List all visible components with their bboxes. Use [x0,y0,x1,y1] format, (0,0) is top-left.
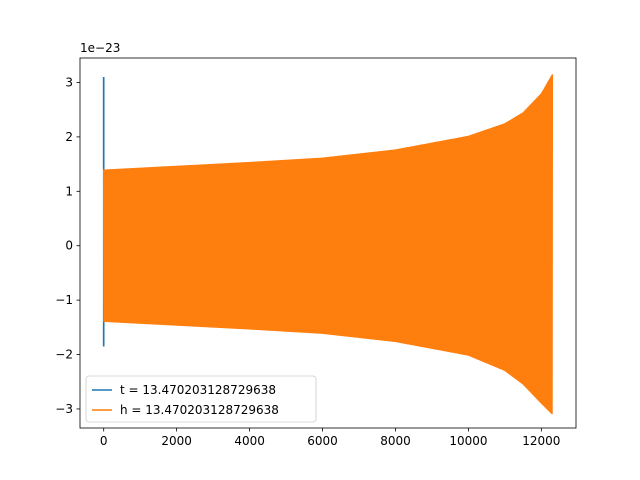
y-tick-label: 3 [65,75,73,89]
x-tick-label: 12000 [522,434,560,448]
x-tick-label: 6000 [307,434,338,448]
x-tick-label: 8000 [380,434,411,448]
y-tick-label: −3 [55,402,73,416]
y-tick-label: 2 [65,130,73,144]
y-axis: −3 −2 −1 0 1 2 3 [55,75,80,416]
x-tick-label: 10000 [449,434,487,448]
y-offset-label: 1e−23 [80,41,120,55]
series-layer [102,74,554,415]
legend-box [85,375,317,423]
x-axis: 0 2000 4000 6000 8000 10000 12000 [100,428,560,448]
series-h-line [102,74,554,415]
y-tick-label: 1 [65,184,73,198]
legend: t = 13.470203128729638 h = 13.47020312872… [85,375,317,423]
x-tick-label: 4000 [234,434,265,448]
legend-label: h = 13.470203128729638 [120,403,279,417]
y-tick-label: −2 [55,348,73,362]
axes-frame [79,57,577,429]
y-tick-label: 0 [65,239,73,253]
x-tick-label: 2000 [161,434,192,448]
x-tick-label: 0 [100,434,108,448]
legend-label: t = 13.470203128729638 [120,383,276,397]
y-tick-label: −1 [55,293,73,307]
